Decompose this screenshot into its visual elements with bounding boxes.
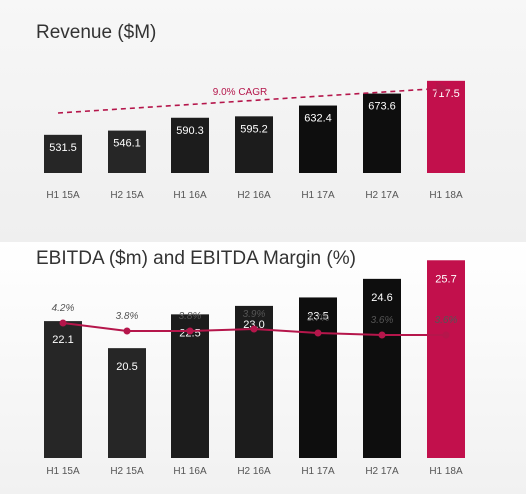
ebitda-x-tick-label: H2 15A	[110, 466, 144, 477]
ebitda-margin-label: 3.9%	[243, 309, 266, 320]
revenue-bar	[299, 105, 337, 173]
ebitda-bar	[427, 260, 465, 458]
revenue-chart: 531.5 H1 15A 546.1 H2 15A 590.3 H1 16A 595.2 H2…	[44, 80, 465, 201]
ebitda-margin-label: 3.8%	[116, 311, 139, 322]
revenue-bar-value-label: 632.4	[304, 113, 332, 125]
ebitda-bar-value-label: 22.1	[52, 334, 73, 346]
cagr-arrow	[57, 82, 450, 114]
ebitda-bar	[108, 348, 146, 458]
ebitda-margin-point	[123, 327, 131, 335]
revenue-bar	[108, 130, 146, 173]
revenue-bar-value-label: 717.5	[432, 88, 460, 100]
revenue-x-tick-label: H1 16A	[173, 190, 207, 201]
ebitda-bar-value-label: 25.7	[435, 273, 456, 285]
ebitda-bar-value-label: 23.0	[243, 319, 264, 331]
cagr-annotation: 9.0% CAGR	[213, 87, 267, 98]
revenue-x-tick-label: H1 17A	[301, 190, 335, 201]
ebitda-x-tick-label: H1 17A	[301, 466, 335, 477]
ebitda-bar	[299, 297, 337, 458]
ebitda-margin-point	[59, 319, 67, 327]
ebitda-margin-label: 3.7%	[307, 313, 330, 324]
revenue-x-tick-label: H1 18A	[429, 190, 463, 201]
ebitda-bar	[363, 278, 401, 458]
ebitda-margin-label: 3.6%	[435, 315, 458, 326]
ebitda-x-tick-label: H2 17A	[365, 466, 399, 477]
revenue-x-tick-label: H2 15A	[110, 190, 144, 201]
revenue-bar-value-label: 595.2	[240, 123, 268, 135]
revenue-bar	[171, 117, 209, 173]
ebitda-margin-point	[250, 325, 258, 333]
ebitda-x-tick-label: H1 15A	[46, 466, 80, 477]
revenue-bar	[363, 93, 401, 173]
ebitda-chart-title: EBITDA ($m) and EBITDA Margin (%)	[36, 248, 356, 269]
ebitda-bar	[44, 321, 82, 458]
ebitda-bar-value-label: 20.5	[116, 361, 137, 373]
ebitda-x-tick-label: H2 16A	[237, 466, 271, 477]
revenue-x-tick-label: H1 15A	[46, 190, 80, 201]
revenue-bar	[427, 80, 465, 173]
revenue-bar	[235, 116, 273, 173]
ebitda-x-tick-label: H1 18A	[429, 466, 463, 477]
revenue-bar-value-label: 590.3	[176, 125, 204, 137]
ebitda-margin-point	[186, 327, 194, 335]
ebitda-margin-point	[378, 331, 386, 339]
revenue-x-tick-label: H2 16A	[237, 190, 271, 201]
ebitda-margin-point	[314, 329, 322, 337]
revenue-bar-value-label: 531.5	[49, 142, 77, 154]
ebitda-bar-value-label: 24.6	[371, 292, 392, 304]
ebitda-bar	[171, 314, 209, 458]
ebitda-margin-label: 3.6%	[371, 315, 394, 326]
revenue-bar-value-label: 546.1	[113, 138, 141, 150]
ebitda-bar-value-label: 23.5	[307, 310, 328, 322]
revenue-chart-title: Revenue ($M)	[36, 22, 157, 43]
revenue-bar	[44, 134, 82, 173]
ebitda-margin-label: 4.2%	[52, 303, 75, 314]
ebitda-margin-label: 3.8%	[179, 311, 202, 322]
ebitda-x-tick-label: H1 16A	[173, 466, 207, 477]
ebitda-margin-point	[442, 331, 450, 339]
revenue-bar-value-label: 673.6	[368, 101, 396, 113]
revenue-x-tick-label: H2 17A	[365, 190, 399, 201]
